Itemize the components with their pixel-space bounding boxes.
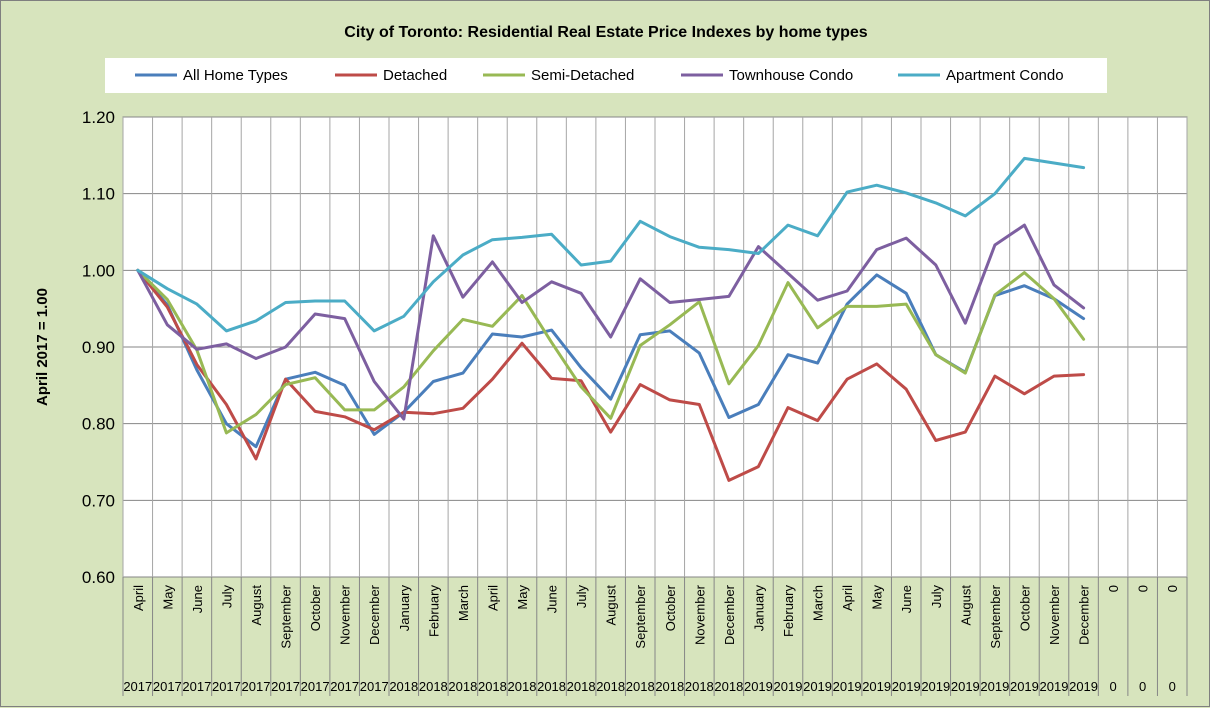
x-tick-year: 2019 (774, 679, 803, 694)
x-tick-year: 2018 (567, 679, 596, 694)
x-tick-year: 2019 (1069, 679, 1098, 694)
x-tick-month: 0 (1136, 585, 1151, 592)
legend: All Home Types Detached Semi-Detached Townh… (135, 67, 1064, 84)
y-axis-label: April 2017 = 1.00 (34, 288, 51, 406)
x-tick-month: December (1077, 584, 1092, 645)
y-tick-label: 0.60 (82, 568, 115, 587)
x-tick-year: 2019 (862, 679, 891, 694)
x-tick-year: 0 (1169, 679, 1176, 694)
y-tick-label: 0.80 (82, 415, 115, 434)
x-tick-year: 2019 (803, 679, 832, 694)
x-tick-month: January (751, 585, 766, 632)
x-tick-year: 2018 (596, 679, 625, 694)
x-tick-month: May (160, 585, 175, 610)
x-axis-ticks: April 2017 May 2017 June 2017 July 2017 August 20… (123, 584, 1180, 694)
x-tick-month: August (958, 585, 973, 626)
legend-label: All Home Types (183, 67, 288, 84)
legend-label: Townhouse Condo (729, 67, 853, 84)
x-tick-year: 2017 (360, 679, 389, 694)
y-tick-label: 0.70 (82, 491, 115, 510)
gridlines (122, 116, 1188, 696)
x-tick-month: April (131, 585, 146, 611)
x-tick-month: September (633, 584, 648, 648)
x-tick-year: 0 (1109, 679, 1116, 694)
x-tick-month: February (781, 585, 796, 638)
x-tick-month: November (338, 584, 353, 645)
x-tick-month: February (426, 585, 441, 638)
x-tick-year: 2018 (508, 679, 537, 694)
x-tick-year: 2017 (330, 679, 359, 694)
x-tick-month: 0 (1106, 585, 1121, 592)
x-tick-year: 2019 (951, 679, 980, 694)
y-tick-label: 1.10 (82, 185, 115, 204)
x-tick-month: April (485, 585, 500, 611)
legend-label: Detached (383, 67, 447, 84)
x-tick-year: 2019 (1040, 679, 1069, 694)
x-tick-month: September (279, 584, 294, 648)
x-tick-year: 2017 (182, 679, 211, 694)
series-lines (136, 156, 1086, 482)
x-tick-year: 2017 (242, 679, 271, 694)
series-line-2 (136, 268, 1086, 435)
x-tick-year: 2019 (980, 679, 1009, 694)
x-tick-year: 0 (1139, 679, 1146, 694)
x-tick-year: 2018 (389, 679, 418, 694)
chart-title: City of Toronto: Residential Real Estate… (344, 24, 867, 41)
x-tick-month: March (811, 585, 826, 621)
x-tick-month: June (899, 585, 914, 613)
x-tick-month: July (219, 585, 234, 609)
x-tick-year: 2019 (921, 679, 950, 694)
y-axis-ticks: 0.60 0.70 0.80 0.90 1.00 1.10 1.20 (82, 108, 115, 587)
x-tick-year: 2017 (271, 679, 300, 694)
x-tick-month: October (663, 584, 678, 631)
x-tick-month: 0 (1165, 585, 1180, 592)
x-tick-year: 2019 (833, 679, 862, 694)
x-tick-month: December (367, 584, 382, 645)
x-tick-year: 2018 (626, 679, 655, 694)
y-tick-label: 1.20 (82, 108, 115, 127)
x-tick-year: 2019 (1010, 679, 1039, 694)
x-tick-month: November (692, 584, 707, 645)
x-tick-year: 2018 (655, 679, 684, 694)
x-tick-month: September (988, 584, 1003, 648)
x-tick-year: 2018 (448, 679, 477, 694)
legend-label: Apartment Condo (946, 67, 1064, 84)
x-tick-year: 2018 (419, 679, 448, 694)
series-line-3 (136, 223, 1086, 421)
series-line-1 (136, 268, 1086, 482)
y-tick-label: 1.00 (82, 261, 115, 280)
x-tick-month: May (870, 585, 885, 610)
x-tick-month: June (545, 585, 560, 613)
x-tick-month: November (1047, 584, 1062, 645)
x-tick-month: April (840, 585, 855, 611)
x-tick-year: 2019 (892, 679, 921, 694)
x-tick-month: October (1017, 584, 1032, 631)
x-tick-year: 2018 (478, 679, 507, 694)
x-tick-month: June (190, 585, 205, 613)
x-tick-month: January (397, 585, 412, 632)
series-line-4 (136, 156, 1086, 333)
y-tick-label: 0.90 (82, 338, 115, 357)
x-tick-month: May (515, 585, 530, 610)
x-tick-year: 2017 (212, 679, 241, 694)
x-tick-year: 2019 (744, 679, 773, 694)
x-tick-month: August (249, 585, 264, 626)
x-tick-year: 2017 (301, 679, 330, 694)
x-tick-year: 2017 (153, 679, 182, 694)
x-tick-month: March (456, 585, 471, 621)
x-tick-month: August (604, 585, 619, 626)
x-tick-month: December (722, 584, 737, 645)
x-tick-year: 2018 (537, 679, 566, 694)
x-tick-year: 2018 (714, 679, 743, 694)
x-tick-year: 2017 (123, 679, 152, 694)
x-tick-month: July (929, 585, 944, 609)
x-tick-month: July (574, 585, 589, 609)
legend-label: Semi-Detached (531, 67, 634, 84)
x-tick-year: 2018 (685, 679, 714, 694)
series-line-0 (136, 268, 1086, 449)
x-tick-month: October (308, 584, 323, 631)
